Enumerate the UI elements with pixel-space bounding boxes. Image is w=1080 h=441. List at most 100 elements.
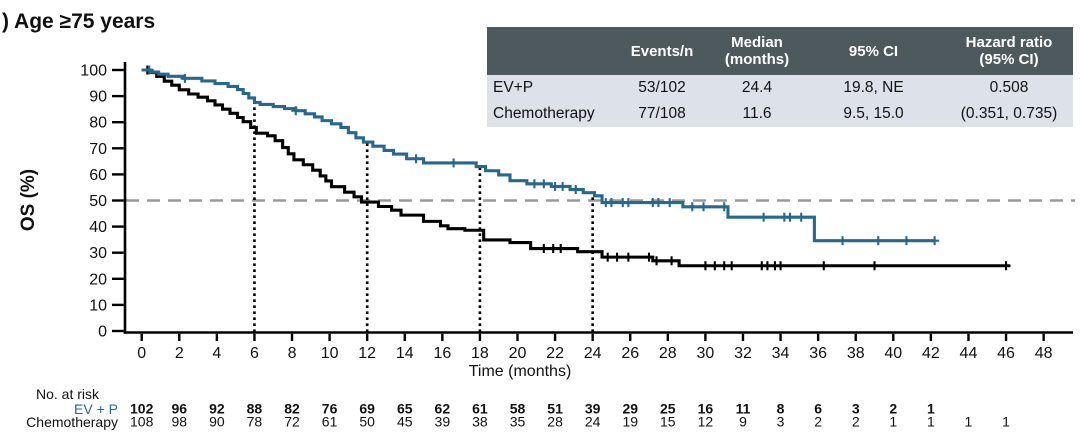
y-tick-label: 70 [89,141,107,158]
x-tick-label: 34 [772,345,790,362]
x-tick-label: 46 [997,345,1015,362]
risk-count: 2 [814,414,822,430]
risk-table-caption: No. at risk [36,386,100,402]
y-tick-label: 100 [80,63,107,80]
risk-count: 58 [510,401,526,417]
x-tick-label: 8 [288,345,297,362]
risk-count: 6 [814,401,822,417]
risk-count: 65 [397,401,413,417]
risk-count: 28 [547,414,563,430]
x-tick-label: 30 [697,345,715,362]
stats-header-empty [487,27,612,75]
risk-count: 16 [698,401,714,417]
risk-count: 108 [130,414,154,430]
risk-count: 61 [472,401,488,417]
stats-chemo-events: 77/108 [612,101,712,127]
y-tick-label: 90 [89,89,107,106]
x-tick-label: 6 [250,345,259,362]
risk-count: 19 [622,414,638,430]
stats-header-events: Events/n [612,27,712,75]
risk-count: 98 [171,414,187,430]
x-tick-label: 12 [358,345,376,362]
y-tick-label: 20 [89,271,107,288]
risk-count: 69 [359,401,375,417]
x-tick-label: 26 [621,345,639,362]
risk-count: 82 [284,401,300,417]
stats-chemo-median: 11.6 [712,101,802,127]
stats-chemo-ci: 9.5, 15.0 [802,101,945,127]
x-tick-label: 22 [546,345,564,362]
stats-row-evp: EV+P 53/102 24.4 19.8, NE 0.508 [487,75,1073,101]
stats-chemo-name: Chemotherapy [487,101,612,127]
x-tick-label: 38 [847,345,865,362]
stats-header-row: Events/n Median (months) 95% CI Hazard r… [487,27,1073,75]
stats-header-ci: 95% CI [802,27,945,75]
y-tick-label: 80 [89,115,107,132]
x-tick-label: 48 [1035,345,1053,362]
risk-count: 1 [965,414,973,430]
x-tick-label: 16 [433,345,451,362]
x-tick-label: 2 [175,345,184,362]
risk-count: 62 [435,401,451,417]
x-tick-label: 20 [509,345,527,362]
risk-count: 2 [852,414,860,430]
risk-count: 92 [209,401,225,417]
risk-label-chemotherapy: Chemotherapy [26,414,118,430]
stats-evp-name: EV+P [487,75,612,101]
x-tick-label: 42 [922,345,940,362]
risk-count: 39 [435,414,451,430]
risk-count: 12 [698,414,714,430]
stats-evp-ci: 19.8, NE [802,75,945,101]
x-axis-label: Time (months) [468,363,572,380]
risk-count: 45 [397,414,413,430]
stats-chemo-hr: (0.351, 0.735) [945,101,1073,127]
risk-count: 24 [585,414,601,430]
risk-count: 90 [209,414,225,430]
risk-count: 1 [889,414,897,430]
stats-evp-hr: 0.508 [945,75,1073,101]
risk-count: 15 [660,414,676,430]
stats-header-hr: Hazard ratio (95% CI) [945,27,1073,75]
y-tick-label: 10 [89,297,107,314]
risk-count: 78 [247,414,263,430]
risk-count: 1 [1002,414,1010,430]
stats-evp-events: 53/102 [612,75,712,101]
x-tick-label: 10 [321,345,339,362]
stats-row-chemo: Chemotherapy 77/108 11.6 9.5, 15.0 (0.35… [487,101,1073,127]
y-tick-label: 40 [89,219,107,236]
y-tick-label: 30 [89,245,107,262]
x-tick-label: 24 [584,345,602,362]
x-tick-label: 32 [734,345,752,362]
y-tick-label: 0 [98,324,107,341]
risk-count: 102 [130,401,154,417]
figure-title: ) Age ≥75 years [2,10,156,33]
risk-count: 1 [927,414,935,430]
risk-count: 3 [852,401,860,417]
x-tick-label: 4 [212,345,221,362]
risk-count: 39 [585,401,601,417]
risk-count: 9 [739,414,747,430]
evp-survival-curve [141,68,935,243]
y-tick-label: 50 [89,193,107,210]
risk-count: 38 [472,414,488,430]
risk-label-evp: EV + P [74,401,118,417]
risk-count: 76 [322,401,338,417]
risk-count: 11 [736,401,751,417]
risk-count: 96 [171,401,187,417]
stats-evp-median: 24.4 [712,75,802,101]
x-tick-label: 14 [396,345,414,362]
risk-count: 1 [927,401,935,417]
risk-count: 88 [247,401,263,417]
chemotherapy-survival-curve [141,68,1010,268]
risk-count: 8 [777,401,785,417]
x-tick-label: 28 [659,345,677,362]
stats-header-median: Median (months) [712,27,802,75]
x-tick-label: 18 [471,345,489,362]
x-tick-label: 44 [960,345,978,362]
x-tick-label: 36 [809,345,827,362]
x-tick-label: 40 [884,345,902,362]
stats-table: Events/n Median (months) 95% CI Hazard r… [487,27,1073,127]
risk-count: 51 [547,401,563,417]
